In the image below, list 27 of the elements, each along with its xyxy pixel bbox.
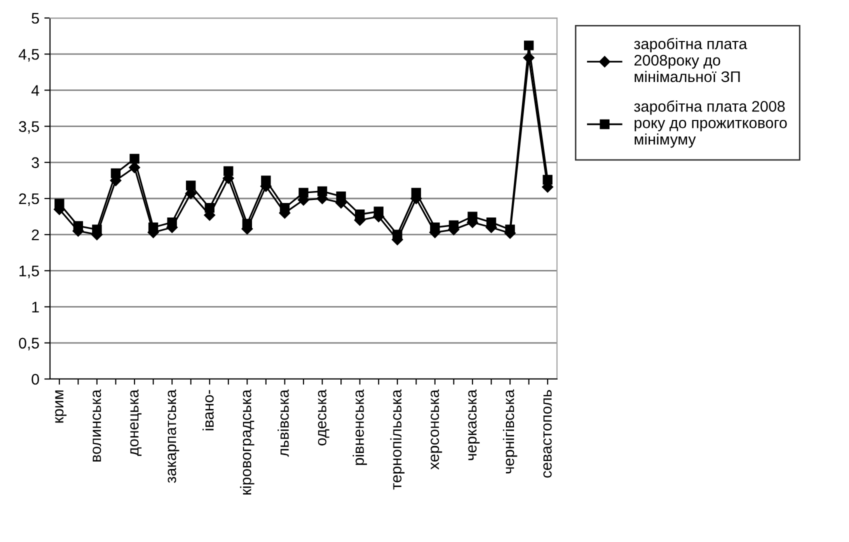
y-tick-label: 1 xyxy=(32,302,39,312)
legend-label: заробітна плата 2008 року до прожиткового мінімуму xyxy=(634,100,787,148)
y-tick-label: 3,5 xyxy=(18,121,39,134)
x-tick-label: черкаська xyxy=(468,389,480,460)
x-tick-label: волинська xyxy=(92,389,102,462)
x-tick-label: крим xyxy=(55,390,67,423)
x-tick-label: закарпатська xyxy=(168,389,180,483)
x-tick-label: кіровоградська xyxy=(240,389,254,494)
x-tick-label: донецька xyxy=(130,389,142,456)
x-tick-label: івано- xyxy=(202,390,214,430)
y-tick-label: 4,5 xyxy=(18,49,39,62)
x-tick-label: севастополь xyxy=(543,390,552,478)
x-tick-label: рівненська xyxy=(352,389,367,465)
x-tick-label: львівська xyxy=(278,389,289,457)
y-tick-label: 0,5 xyxy=(18,338,39,350)
y-tick-label: 1,5 xyxy=(20,266,39,278)
x-tick-label: чернігівська xyxy=(502,389,518,474)
y-tick-label: 4 xyxy=(31,85,40,96)
y-tick-label: 2,5 xyxy=(19,193,39,206)
y-tick-label: 5 xyxy=(32,13,39,24)
x-tick-label: одеська xyxy=(318,389,330,446)
x-tick-label: тернопільська xyxy=(390,389,405,490)
y-tick-label: 3 xyxy=(32,157,39,168)
x-tick-label: херсонська xyxy=(430,389,442,470)
legend-label: заробітна плата 2008року до мінімальної ЗП xyxy=(634,38,748,82)
y-tick-label: 0 xyxy=(32,374,39,385)
y-tick-label: 2 xyxy=(32,229,39,240)
